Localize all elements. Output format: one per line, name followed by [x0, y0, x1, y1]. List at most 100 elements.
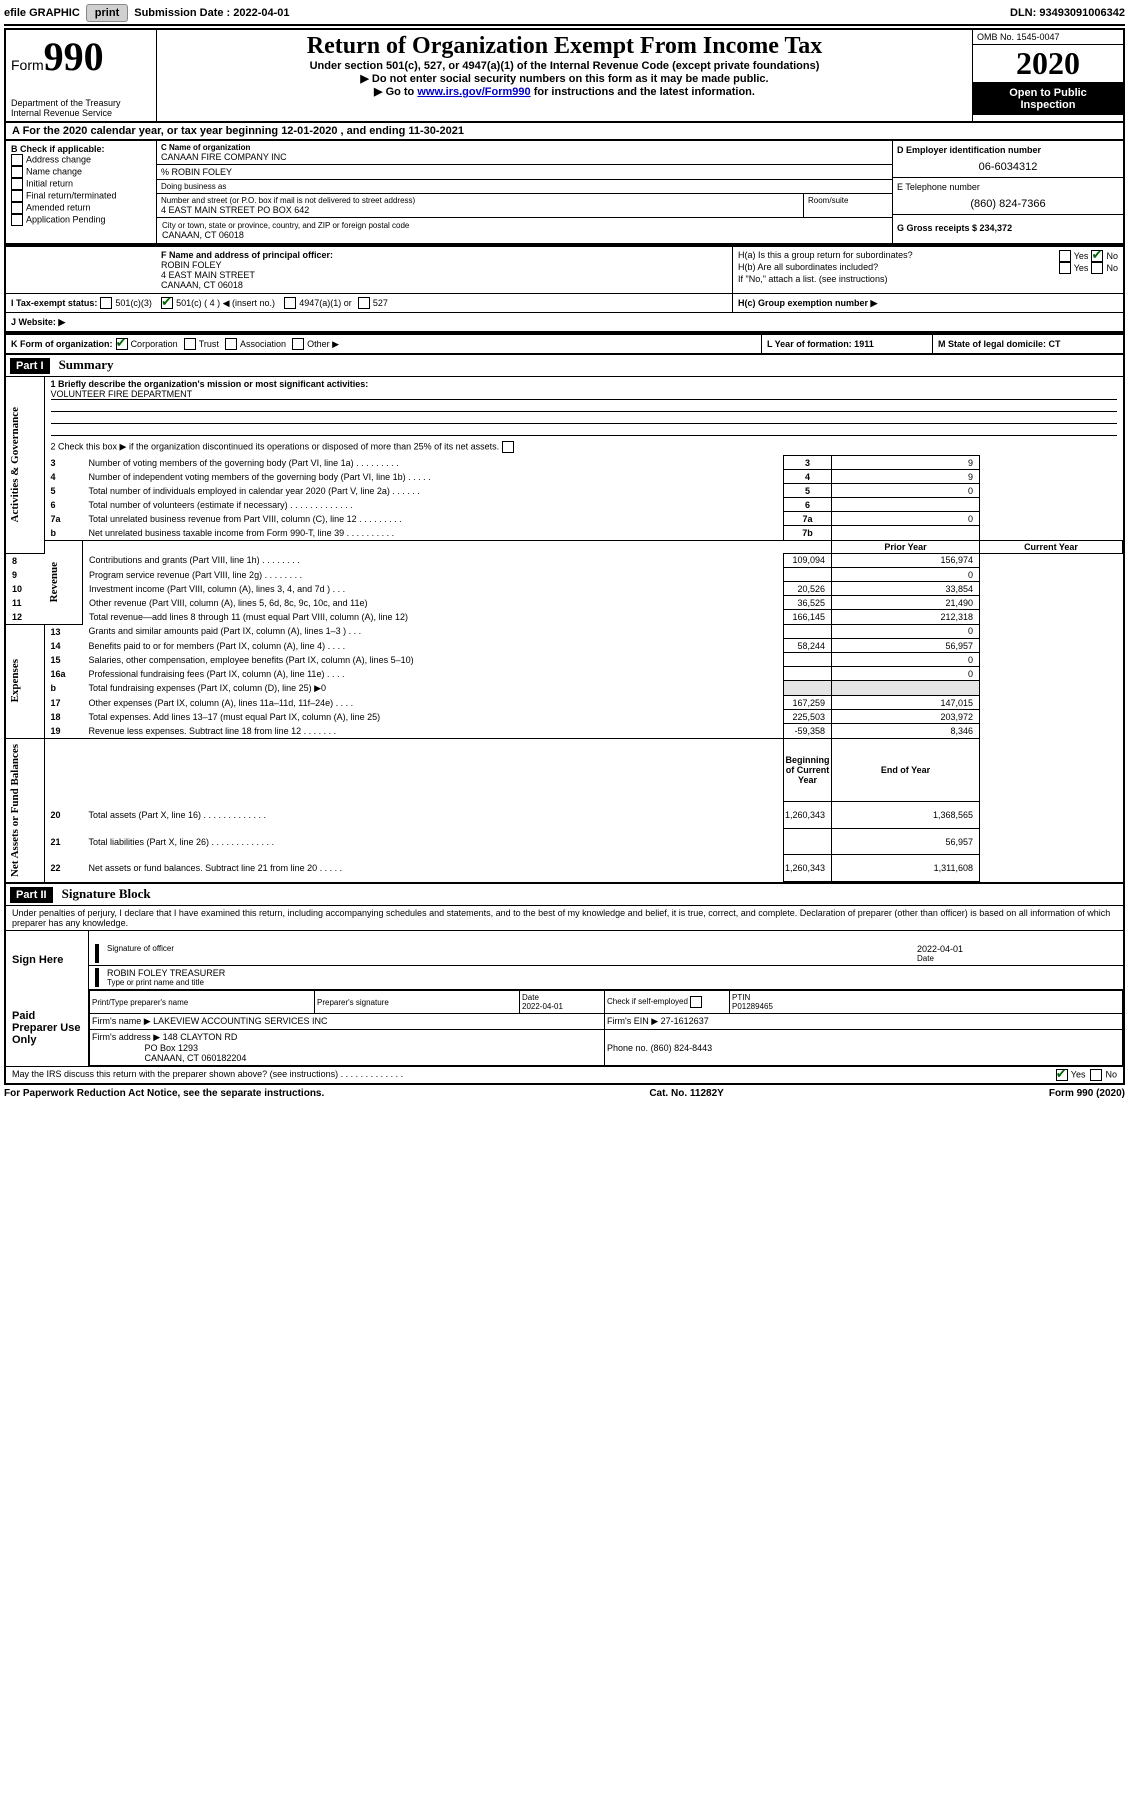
row-text: Total revenue—add lines 8 through 11 (mu…: [83, 610, 784, 625]
checkbox-initial-return[interactable]: [11, 178, 23, 190]
row-text: Total number of individuals employed in …: [83, 484, 784, 498]
officer-name-title: ROBIN FOLEY TREASURER: [107, 968, 1117, 978]
cb-line2[interactable]: [502, 441, 514, 453]
row-num: 17: [44, 696, 83, 710]
street-label: Number and street (or P.O. box if mail i…: [161, 196, 799, 205]
row-num: b: [44, 526, 83, 541]
cb-4947[interactable]: [284, 297, 296, 309]
cb-other[interactable]: [292, 338, 304, 350]
cb-trust[interactable]: [184, 338, 196, 350]
row-prior: 167,259: [783, 696, 831, 710]
row-curr: 33,854: [832, 582, 980, 596]
cb-assoc[interactable]: [225, 338, 237, 350]
row-num: 15: [44, 653, 83, 667]
form-number: 990: [44, 34, 104, 79]
row-text: Revenue less expenses. Subtract line 18 …: [83, 724, 784, 739]
signature-table: Sign Here Signature of officer 2022-04-0…: [6, 931, 1123, 1066]
cb-corp[interactable]: [116, 338, 128, 350]
tax-year: 2020: [973, 45, 1123, 83]
omb-label: OMB No. 1545-0047: [973, 30, 1123, 45]
row-num: 8: [6, 553, 44, 568]
row-curr: 212,318: [832, 610, 980, 625]
row-num: 3: [44, 456, 83, 470]
perjury-statement: Under penalties of perjury, I declare th…: [6, 906, 1123, 931]
type-name-label: Type or print name and title: [107, 978, 1117, 987]
form-subtitle-3: ▶ Go to www.irs.gov/Form990 for instruct…: [162, 85, 967, 98]
sign-here-label: Sign Here: [6, 931, 89, 990]
cb-527[interactable]: [358, 297, 370, 309]
checkbox-address-change[interactable]: [11, 154, 23, 166]
row-curr: 0: [832, 624, 980, 639]
hb-yes[interactable]: [1059, 262, 1071, 274]
row-text: Professional fundraising fees (Part IX, …: [83, 667, 784, 681]
row-text: Investment income (Part VIII, column (A)…: [83, 582, 784, 596]
row-text: Net assets or fund balances. Subtract li…: [83, 855, 784, 882]
officer-block: F Name and address of principal officer:…: [4, 245, 1125, 333]
cb-501c[interactable]: [161, 297, 173, 309]
efile-label: efile GRAPHIC: [4, 7, 80, 19]
discuss-label: May the IRS discuss this return with the…: [12, 1069, 403, 1081]
officer-addr2: CANAAN, CT 06018: [161, 280, 727, 290]
irs-label: Internal Revenue Service: [11, 108, 151, 118]
dba-label: Doing business as: [157, 180, 892, 193]
box-e-label: E Telephone number: [897, 182, 1119, 192]
form-subtitle-1: Under section 501(c), 527, or 4947(a)(1)…: [162, 60, 967, 72]
row-num: 19: [44, 724, 83, 739]
firm-phone: (860) 824-8443: [651, 1043, 713, 1053]
col-prior: Prior Year: [832, 540, 980, 553]
row-val: 9: [832, 456, 980, 470]
tax-period: A For the 2020 calendar year, or tax yea…: [4, 123, 1125, 139]
checkbox-name-change[interactable]: [11, 166, 23, 178]
dln-label: DLN: 93493091006342: [1010, 7, 1125, 19]
row-prior: 1,260,343: [783, 801, 831, 828]
row-prior: [783, 568, 831, 582]
discuss-no[interactable]: [1090, 1069, 1102, 1081]
care-of: % ROBIN FOLEY: [157, 165, 892, 180]
row-curr: 203,972: [832, 710, 980, 724]
footer-mid: Cat. No. 11282Y: [649, 1088, 723, 1099]
row-num: 4: [44, 470, 83, 484]
row-prior: 225,503: [783, 710, 831, 724]
row-curr: 21,490: [832, 596, 980, 610]
checkbox-final-return[interactable]: [11, 190, 23, 202]
row-text: Total fundraising expenses (Part IX, col…: [83, 681, 784, 696]
checkbox-amended[interactable]: [11, 202, 23, 214]
row-val: 0: [832, 512, 980, 526]
row-num: 10: [6, 582, 44, 596]
row-prior: -59,358: [783, 724, 831, 739]
row-text: Benefits paid to or for members (Part IX…: [83, 639, 784, 653]
row-num: 13: [44, 624, 83, 639]
cb-501c3[interactable]: [100, 297, 112, 309]
firm-name-label: Firm's name ▶: [92, 1016, 151, 1026]
self-emp-label: Check if self-employed: [605, 991, 730, 1014]
box-c-label: C Name of organization: [161, 143, 888, 152]
row-num: 12: [6, 610, 44, 625]
row-text: Total liabilities (Part X, line 26) . . …: [83, 828, 784, 855]
hb-no[interactable]: [1091, 262, 1103, 274]
org-name: CANAAN FIRE COMPANY INC: [161, 152, 888, 162]
ha-yes[interactable]: [1059, 250, 1071, 262]
firm-addr-label: Firm's address ▶: [92, 1032, 160, 1042]
phone-value: (860) 824-7366: [897, 192, 1119, 210]
ha-no[interactable]: [1091, 250, 1103, 262]
discuss-yes[interactable]: [1056, 1069, 1068, 1081]
print-button[interactable]: print: [86, 4, 128, 22]
row-num: 22: [44, 855, 83, 882]
row-num: 18: [44, 710, 83, 724]
footer-right: Form 990 (2020): [1049, 1088, 1125, 1099]
checkbox-app-pending[interactable]: [11, 214, 23, 226]
street-value: 4 EAST MAIN STREET PO BOX 642: [161, 205, 799, 215]
part1-title: Summary: [59, 357, 114, 372]
cb-self-emp[interactable]: [690, 996, 702, 1008]
row-prior: 36,525: [783, 596, 831, 610]
row-text: Salaries, other compensation, employee b…: [83, 653, 784, 667]
row-prior: 20,526: [783, 582, 831, 596]
row-val: 0: [832, 484, 980, 498]
row-text: Grants and similar amounts paid (Part IX…: [83, 624, 784, 639]
instructions-link[interactable]: www.irs.gov/Form990: [417, 86, 530, 98]
row-num: 21: [44, 828, 83, 855]
gross-receipts: G Gross receipts $ 234,372: [897, 223, 1119, 233]
firm-ein: 27-1612637: [661, 1016, 709, 1026]
row-num: 7a: [44, 512, 83, 526]
line1-text: VOLUNTEER FIRE DEPARTMENT: [51, 389, 1117, 399]
